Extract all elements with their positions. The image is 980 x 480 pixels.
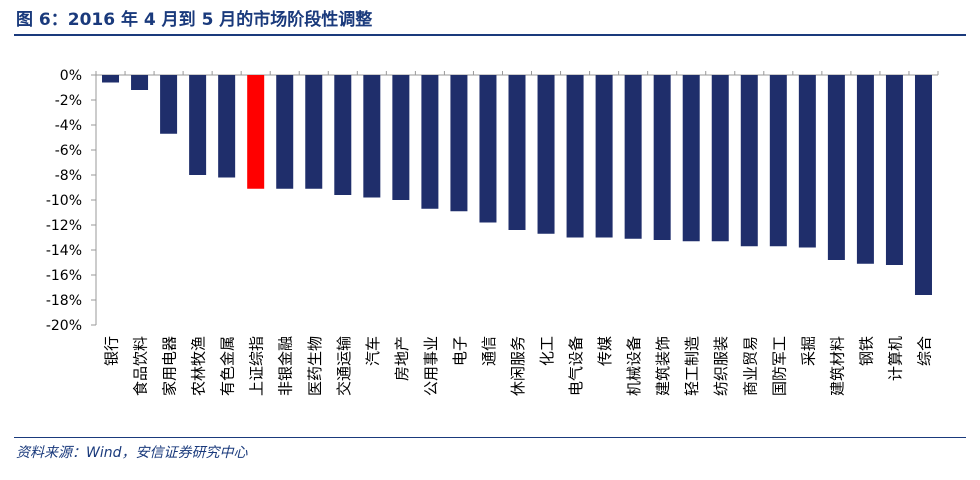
bar-28 [885,75,903,265]
source-note: 资料来源：Wind，安信证券研究中心 [16,445,248,461]
bar-16 [537,75,555,234]
y-tick-label: 0% [60,68,82,84]
x-tick-label: 电气设备 [567,336,585,396]
y-tick-label: -2% [55,93,82,109]
y-tick-label: -20% [46,318,82,334]
x-tick-label: 纺织服装 [712,336,730,396]
bar-6 [247,75,265,189]
bar-9 [334,75,352,195]
bar-11 [392,75,410,200]
x-tick-label: 房地产 [393,336,411,381]
bar-18 [595,75,613,238]
bar-chart: 0% -2% -4% -6% -8% -10% -12% -14% -16% -18% -20% 银… [46,68,939,396]
y-tick-label: -10% [46,193,82,209]
x-tick-label: 有色金属 [219,336,237,396]
bar-13 [450,75,468,212]
title-divider [14,34,966,36]
x-tick-label: 农林牧渔 [190,336,208,396]
bar-2 [131,75,149,90]
bar-20 [653,75,671,240]
x-tick-label: 化工 [538,336,556,366]
bar-24 [769,75,787,247]
x-tick-label: 计算机 [886,336,904,381]
y-tick-label: -14% [46,243,82,259]
y-tick-label: -12% [46,218,82,234]
x-tick-label: 钢铁 [857,336,875,366]
bar-8 [305,75,323,189]
x-tick-label: 上证综指 [248,336,266,396]
y-tick-label: -4% [55,118,82,134]
bar-4 [189,75,207,175]
x-tick-label: 家用电器 [161,336,179,396]
bar-14 [479,75,497,223]
bar-1 [102,75,120,83]
bar-19 [624,75,642,239]
y-axis: 0% -2% -4% -6% -8% -10% -12% -14% -16% -18% -20% [46,68,939,334]
x-tick-label: 建筑装饰 [654,336,672,396]
bar-15 [508,75,526,230]
bar-22 [711,75,729,242]
footer-divider [14,437,966,438]
chart-title: 图 6：2016 年 4 月到 5 月的市场阶段性调整 [16,10,373,30]
bar-5 [218,75,236,178]
bar-17 [566,75,584,238]
x-tick-label: 汽车 [364,336,382,366]
x-tick-label: 商业贸易 [741,336,759,396]
x-axis-labels: 银行 食品饮料 家用电器 农林牧渔 有色金属 上证综指 非银金融 医药生物 交通运输 汽车 房地产公… [103,336,934,396]
y-tick-label: -8% [55,168,82,184]
x-tick-label: 轻工制造 [683,336,701,396]
bar-7 [276,75,294,189]
x-tick-label: 机械设备 [625,336,643,396]
bar-29 [914,75,932,295]
bar-10 [363,75,381,198]
x-tick-label: 医药生物 [306,336,324,396]
x-tick-label: 非银金融 [277,336,295,396]
x-tick-label: 休闲服务 [509,336,527,396]
x-tick-label: 建筑材料 [828,336,846,396]
x-tick-label: 采掘 [799,336,817,366]
x-tick-label: 综合 [915,336,933,366]
bar-3 [160,75,178,134]
bar-23 [740,75,758,247]
x-tick-label: 通信 [480,336,498,366]
bar-12 [421,75,439,209]
bar-27 [856,75,874,264]
x-tick-label: 交通运输 [335,336,353,396]
x-tick-label: 国防军工 [770,336,788,396]
x-tick-label: 食品饮料 [132,336,150,396]
bar-25 [798,75,816,248]
x-tick-label: 银行 [103,336,121,366]
bars [102,75,932,295]
x-tick-label: 公用事业 [422,336,440,396]
bar-26 [827,75,845,260]
x-tick-label: 传媒 [596,336,614,366]
y-tick-label: -18% [46,293,82,309]
x-tick-label: 电子 [451,336,469,366]
y-tick-label: -16% [46,268,82,284]
bar-21 [682,75,700,242]
y-tick-label: -6% [55,143,82,159]
